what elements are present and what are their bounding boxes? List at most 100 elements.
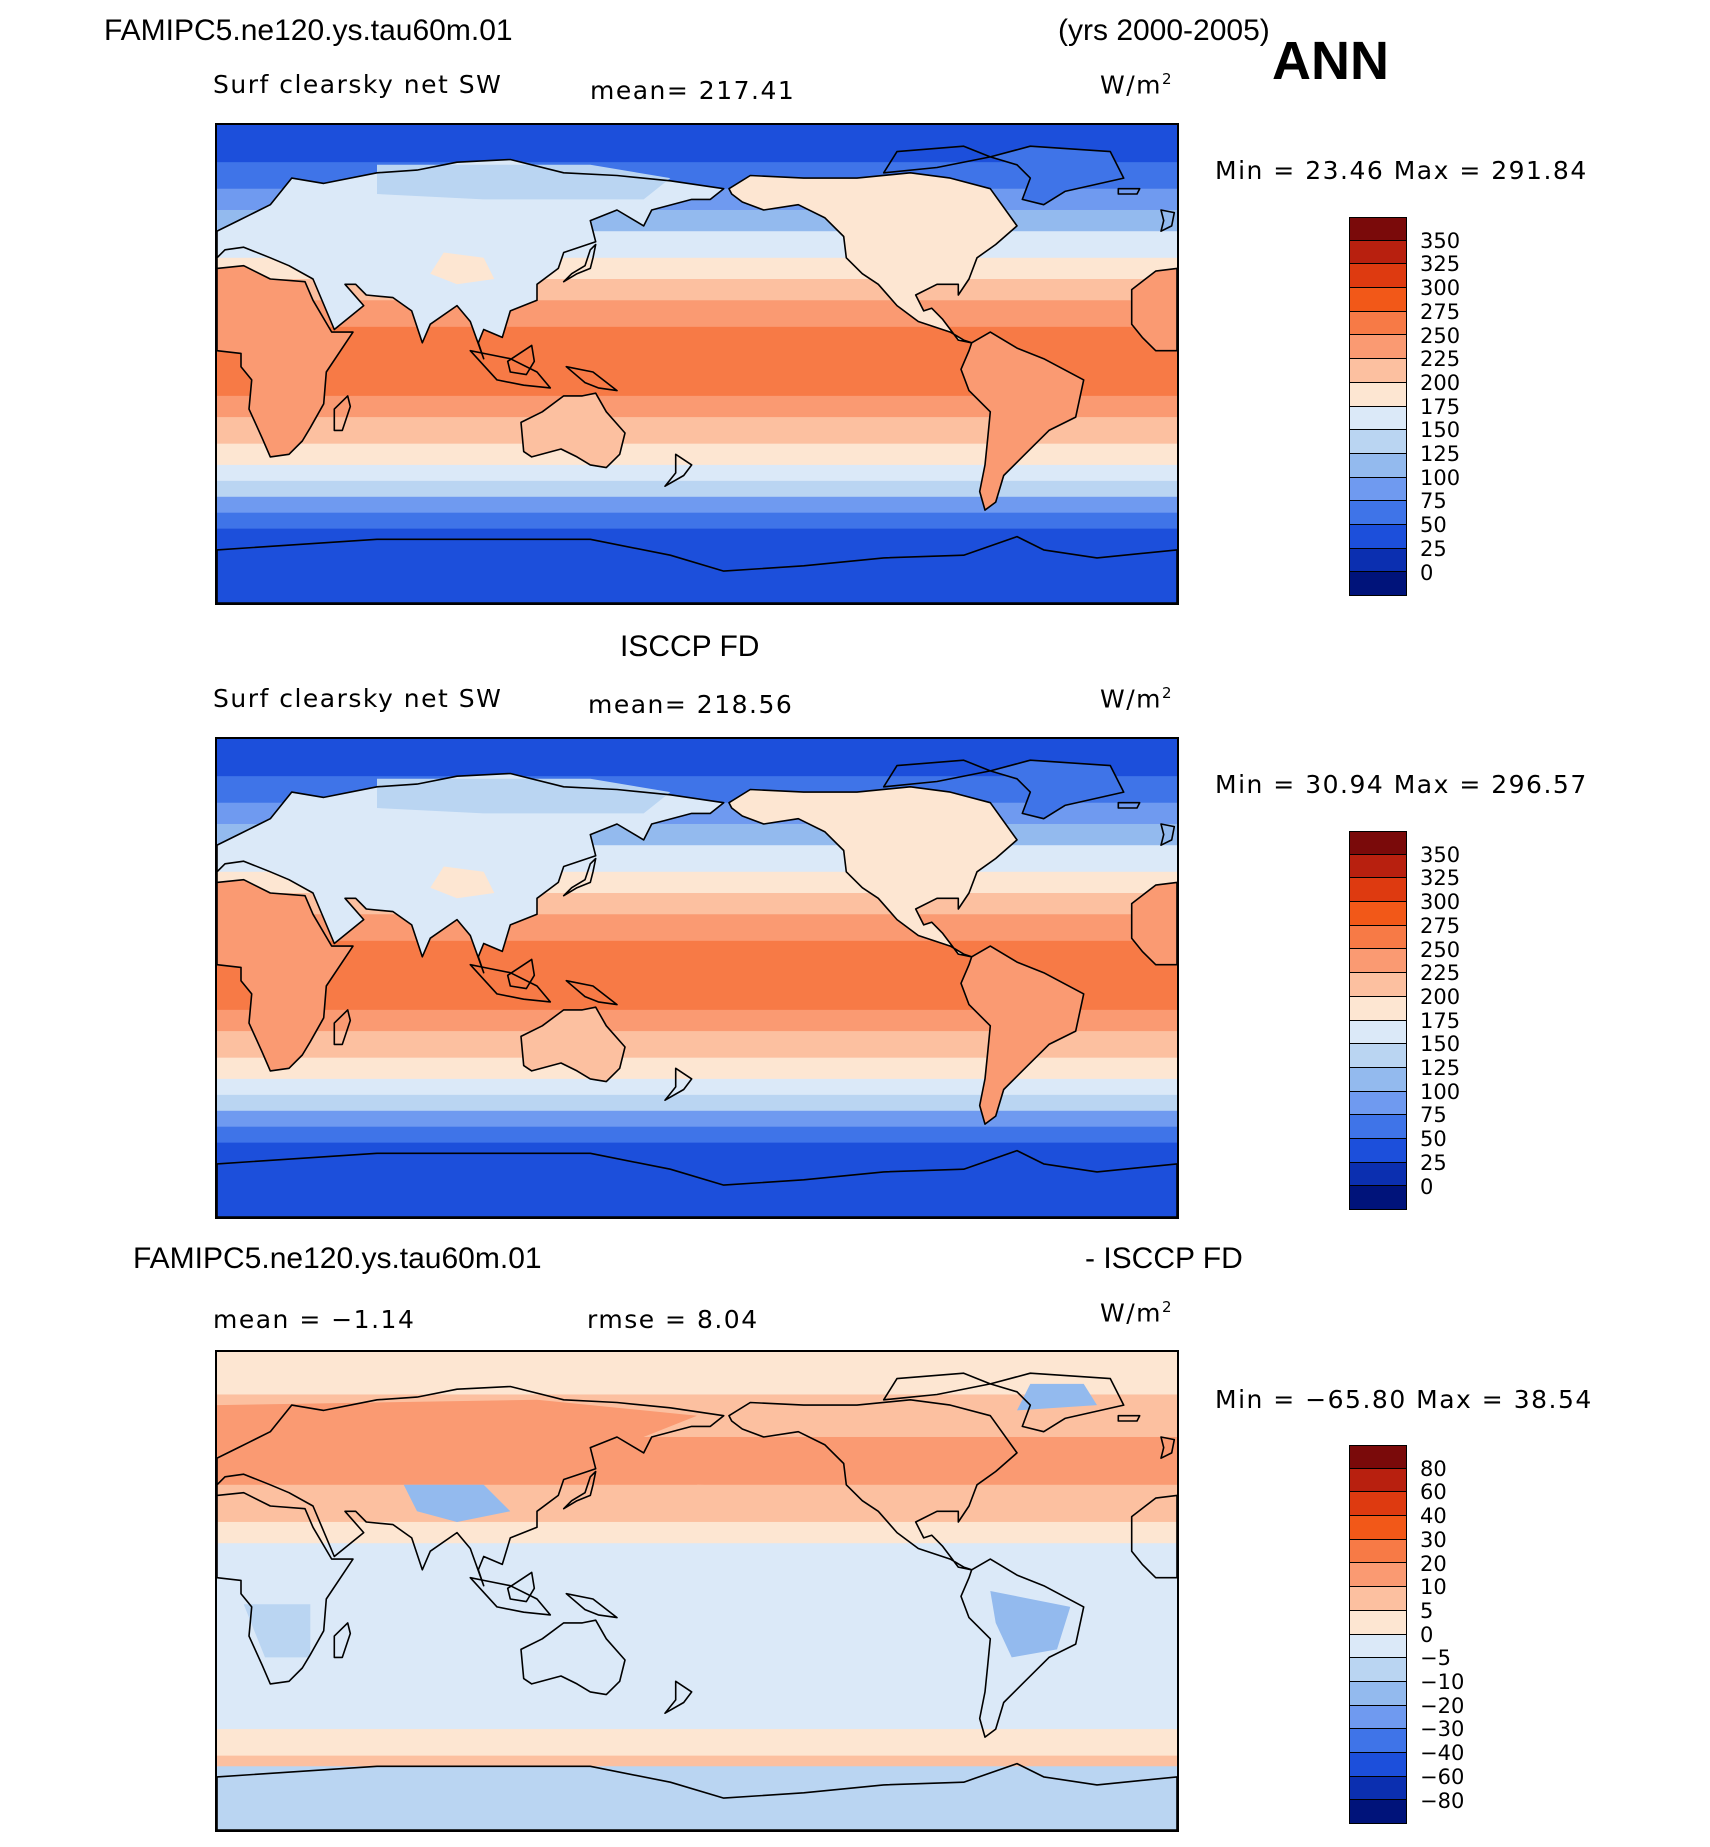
map-band bbox=[217, 1126, 1177, 1144]
land-fill bbox=[377, 778, 671, 814]
panel1-map bbox=[215, 123, 1179, 605]
coastline bbox=[1117, 801, 1141, 809]
colorbar-tick-label: 200 bbox=[1420, 370, 1461, 395]
colorbar-swatch bbox=[1349, 1539, 1407, 1564]
colorbar-swatch bbox=[1349, 477, 1407, 502]
coastline bbox=[1130, 267, 1177, 352]
map-band bbox=[217, 464, 1177, 482]
colorbar-tick-label: −40 bbox=[1420, 1741, 1465, 1766]
panel3-mean: mean = −1.14 bbox=[213, 1305, 416, 1334]
anomaly-patch bbox=[403, 1484, 511, 1522]
colorbar-tick-label: 5 bbox=[1420, 1598, 1434, 1623]
colorbar-tick-label: 125 bbox=[1420, 442, 1461, 466]
map-band bbox=[217, 1521, 1177, 1544]
coastline bbox=[1117, 187, 1141, 195]
colorbar-tick-label: 350 bbox=[1420, 842, 1461, 867]
colorbar-tick-label: 10 bbox=[1420, 1575, 1447, 1600]
coastline bbox=[989, 759, 1125, 820]
land-fill bbox=[990, 760, 1124, 819]
map-band bbox=[217, 1755, 1177, 1767]
colorbar-tick-label: 60 bbox=[1420, 1480, 1447, 1505]
colorbar-swatch bbox=[1349, 1634, 1407, 1659]
colorbar-swatch bbox=[1349, 382, 1407, 407]
colorbar-swatch bbox=[1349, 973, 1407, 997]
map-band bbox=[217, 1110, 1177, 1128]
colorbar-tick-label: 50 bbox=[1420, 1127, 1447, 1152]
coastline bbox=[960, 331, 1085, 511]
map-band bbox=[217, 480, 1177, 498]
colorbar-tick-label: 75 bbox=[1420, 1103, 1447, 1128]
map-band bbox=[217, 512, 1177, 530]
colorbar-tick-label: 0 bbox=[1420, 1622, 1434, 1647]
land-fill bbox=[430, 252, 495, 285]
anomaly-patch bbox=[217, 1399, 697, 1480]
panel3-colorbar bbox=[1349, 1445, 1407, 1824]
coastline bbox=[506, 344, 536, 376]
colorbar-swatch bbox=[1349, 854, 1407, 879]
coastline bbox=[1160, 1436, 1176, 1459]
panel3-rmse: rmse = 8.04 bbox=[587, 1305, 759, 1334]
map-band bbox=[217, 914, 1177, 942]
colorbar-tick-label: −20 bbox=[1420, 1693, 1465, 1718]
coastline bbox=[333, 395, 352, 432]
coastline bbox=[333, 1622, 352, 1659]
colorbar-tick-label: −80 bbox=[1420, 1788, 1465, 1813]
coastline bbox=[960, 945, 1085, 1125]
colorbar-tick-label: 125 bbox=[1420, 1056, 1461, 1080]
colorbar-swatch bbox=[1349, 1658, 1407, 1682]
map-band bbox=[217, 300, 1177, 328]
colorbar-tick-label: 225 bbox=[1420, 347, 1461, 372]
land-fill bbox=[990, 146, 1124, 205]
land-fill bbox=[961, 332, 1084, 511]
colorbar-tick-label: 350 bbox=[1420, 228, 1461, 253]
panel1-colorbar bbox=[1349, 217, 1407, 596]
map-band bbox=[217, 1057, 1177, 1080]
colorbar-swatch bbox=[1349, 524, 1407, 549]
map-band bbox=[217, 443, 1177, 466]
coastline bbox=[520, 1006, 626, 1083]
coastline bbox=[217, 1762, 1177, 1830]
coastline bbox=[989, 145, 1125, 206]
anomaly-patch bbox=[1017, 1383, 1097, 1411]
panel2-colorbar bbox=[1349, 831, 1407, 1210]
land-fill bbox=[1131, 268, 1177, 351]
colorbar-swatch bbox=[1349, 453, 1407, 478]
coastline bbox=[1130, 1494, 1177, 1579]
coastline bbox=[565, 979, 618, 1006]
colorbar-tick-label: 80 bbox=[1420, 1456, 1447, 1481]
season-label: ANN bbox=[1272, 31, 1389, 91]
land-fill bbox=[217, 879, 353, 1071]
panel3-title-right: - ISCCP FD bbox=[1085, 1242, 1243, 1275]
colorbar-tick-label: 300 bbox=[1420, 276, 1461, 301]
map-band bbox=[217, 1352, 1177, 1395]
panel2-title: ISCCP FD bbox=[620, 630, 760, 663]
colorbar-tick-label: 0 bbox=[1420, 560, 1434, 585]
anomaly-patch bbox=[697, 1484, 857, 1512]
colorbar-swatch bbox=[1349, 1067, 1407, 1092]
coastline bbox=[960, 1558, 1085, 1738]
colorbar-tick-label: 175 bbox=[1420, 1008, 1461, 1033]
coastline bbox=[217, 158, 725, 360]
colorbar-swatch bbox=[1349, 1610, 1407, 1635]
colorbar-swatch bbox=[1349, 1729, 1407, 1753]
colorbar-tick-label: 20 bbox=[1420, 1551, 1447, 1576]
coastline bbox=[506, 1571, 536, 1603]
coastline bbox=[217, 1491, 354, 1685]
panel2-mean: mean= 218.56 bbox=[588, 690, 794, 719]
panel3-units: W/m2 bbox=[1100, 1298, 1174, 1328]
anomaly-patch bbox=[990, 1591, 1071, 1658]
map-band bbox=[217, 1094, 1177, 1112]
colorbar-tick-label: 75 bbox=[1420, 489, 1447, 514]
colorbar-tick-label: 250 bbox=[1420, 937, 1461, 962]
coastline bbox=[469, 1576, 552, 1616]
panel1-variable: Surf clearsky net SW bbox=[213, 70, 503, 99]
colorbar-swatch bbox=[1349, 217, 1407, 241]
colorbar-swatch bbox=[1349, 925, 1407, 950]
coastline bbox=[728, 171, 1018, 344]
coastline bbox=[1160, 823, 1176, 846]
panel2-minmax: Min = 30.94 Max = 296.57 bbox=[1215, 770, 1588, 799]
colorbar-swatch bbox=[1349, 1681, 1407, 1706]
coastline bbox=[217, 1149, 1177, 1217]
coastline bbox=[882, 145, 992, 174]
colorbar-swatch bbox=[1349, 1563, 1407, 1588]
